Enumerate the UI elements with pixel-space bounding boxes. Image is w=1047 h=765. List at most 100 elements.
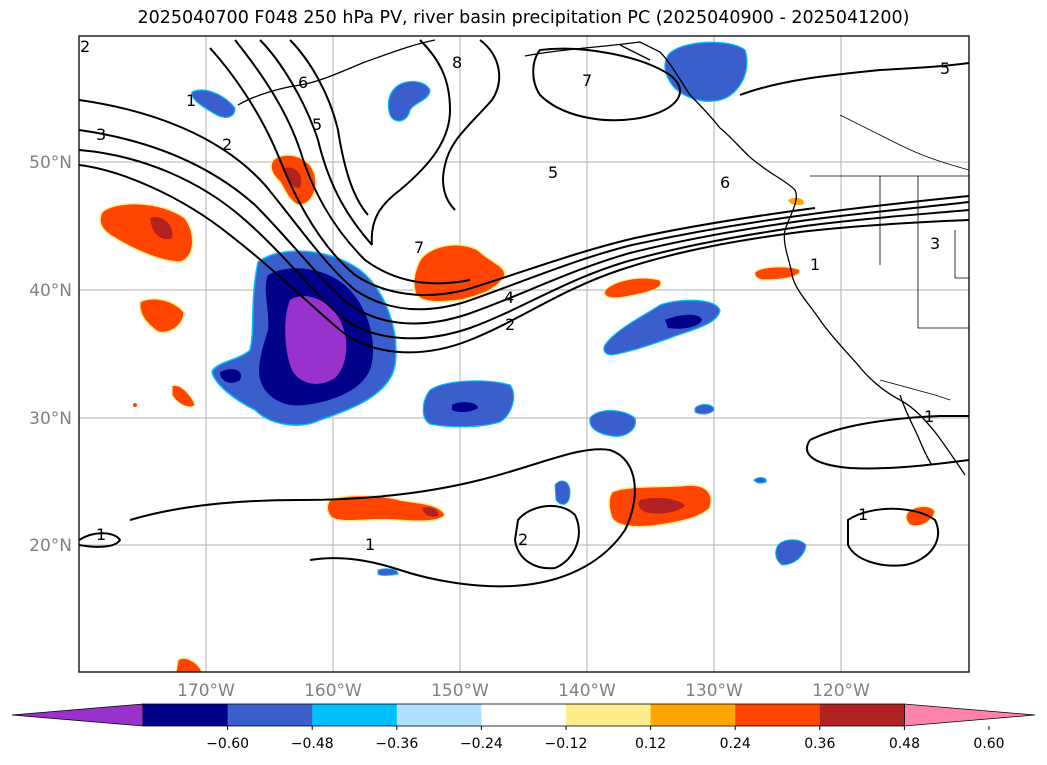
colorbar-tick-label: 0.36 (804, 736, 835, 752)
blob-south-central-core (452, 402, 478, 413)
blob-s4 (775, 539, 807, 566)
pos-w3 (171, 384, 196, 408)
clabel-11: 6 (720, 173, 730, 192)
colorbar-frame (142, 703, 905, 727)
colorbar-segment (819, 704, 905, 726)
lon-130w: 130°W (685, 681, 743, 701)
clabel-13: 4 (504, 288, 514, 307)
lat-50n: 50°N (29, 153, 72, 173)
colorbar-tick-label: 0.60 (973, 736, 1004, 752)
graticule (79, 36, 969, 672)
clabel-10: 5 (548, 163, 558, 182)
clabel-3: 3 (96, 125, 106, 144)
map-plot-area: 2 1 3 2 6 5 8 7 5 5 6 7 4 2 3 1 1 2 1 1 … (79, 36, 969, 672)
pos-bottom (175, 657, 203, 672)
colorbar-segment (650, 704, 736, 726)
blob-s2 (694, 403, 715, 415)
blob-central-core (285, 296, 347, 384)
clabel-8: 7 (582, 71, 592, 90)
clabel-14: 2 (505, 315, 515, 334)
clabel-15: 3 (930, 234, 940, 253)
colorbar-segment (312, 704, 398, 726)
blob-mideast (603, 299, 721, 356)
border-can-1 (839, 114, 969, 171)
pos-se-core (638, 498, 685, 514)
blob-s6 (753, 477, 767, 484)
lon-150w: 150°W (431, 681, 489, 701)
map-frame (78, 35, 970, 673)
colorbar-tick-label: 0.48 (889, 736, 920, 752)
blob-mideast-core (665, 314, 702, 329)
colorbar: −0.60 −0.48 −0.36 −0.24 −0.12 0.12 0.24 0.36 0.4… (11, 703, 1036, 752)
pos-dot (133, 403, 137, 407)
clabel-6: 5 (312, 115, 322, 134)
blob-s5 (377, 568, 399, 576)
lat-30n: 30°N (29, 409, 72, 429)
colorbar-segment (566, 704, 652, 726)
colorbar-segment (396, 704, 482, 726)
colorbar-tick-label: −0.12 (545, 736, 588, 752)
blob-s1 (589, 409, 637, 437)
blob-central-west (220, 369, 242, 383)
pos-south (326, 494, 446, 522)
clabel-12: 7 (414, 238, 424, 257)
coastlines (237, 39, 966, 476)
colorbar-extend-high (904, 703, 1036, 727)
lat-20n: 20°N (29, 536, 72, 556)
negative-anomaly-fills (191, 41, 807, 576)
pv-contours (79, 39, 969, 588)
clabel-18: 2 (518, 530, 528, 549)
pos-west (99, 202, 194, 263)
clabel-21: 1 (924, 407, 934, 426)
colorbar-tick-label: −0.60 (206, 736, 249, 752)
political-borders (810, 114, 969, 401)
border-states (879, 176, 969, 329)
longitude-labels: 170°W 160°W 150°W 140°W 130°W 120°W (177, 681, 870, 701)
clabel-19: 1 (365, 535, 375, 554)
clabel-4: 2 (222, 135, 232, 154)
colorbar-segment (481, 704, 567, 726)
pos-central (413, 244, 506, 303)
coast-baja (899, 394, 933, 466)
colorbar-tick-label: 0.24 (720, 736, 751, 752)
latitude-labels: 50°N 40°N 30°N 20°N (29, 153, 72, 556)
pos-w2 (139, 298, 185, 334)
clabel-17: 1 (96, 525, 106, 544)
border-us-mex (879, 379, 951, 401)
colorbar-tick-label: −0.24 (460, 736, 503, 752)
lon-140w: 140°W (558, 681, 616, 701)
coast-alaska (619, 44, 651, 61)
map-title: 2025040700 F048 250 hPa PV, river basin … (137, 8, 910, 28)
blob-s3 (554, 480, 571, 505)
colorbar-tick-label: −0.36 (375, 736, 418, 752)
coast-na-west (524, 41, 966, 476)
clabel-20: 1 (858, 505, 868, 524)
clabel-16: 1 (810, 255, 820, 274)
pos-west-core (150, 217, 173, 240)
colorbar-segment (735, 704, 821, 726)
lon-170w: 170°W (177, 681, 235, 701)
pv-contour-labels: 2 1 3 2 6 5 8 7 5 5 6 7 4 2 3 1 1 2 1 1 … (80, 37, 950, 554)
pos-south-core (422, 507, 439, 517)
lon-160w: 160°W (304, 681, 362, 701)
pos-coast (754, 266, 801, 281)
colorbar-tick-label: 0.12 (635, 736, 666, 752)
clabel-9: 5 (940, 59, 950, 78)
colorbar-tick-label: −0.48 (291, 736, 334, 752)
blob-alaska (664, 41, 748, 102)
colorbar-segment (143, 704, 229, 726)
lon-120w: 120°W (812, 681, 870, 701)
lat-40n: 40°N (29, 281, 72, 301)
pos-ce (603, 277, 662, 299)
coast-aleutian (237, 39, 436, 106)
colorbar-segment (227, 704, 313, 726)
clabel-2: 1 (186, 91, 196, 110)
blob-nw (191, 89, 236, 118)
clabel-1: 2 (80, 37, 90, 56)
clabel-5: 6 (298, 73, 308, 92)
colorbar-extend-low (11, 703, 144, 727)
blob-gulf (387, 80, 431, 122)
pos-nw-core (285, 167, 302, 188)
clabel-7: 8 (452, 53, 462, 72)
